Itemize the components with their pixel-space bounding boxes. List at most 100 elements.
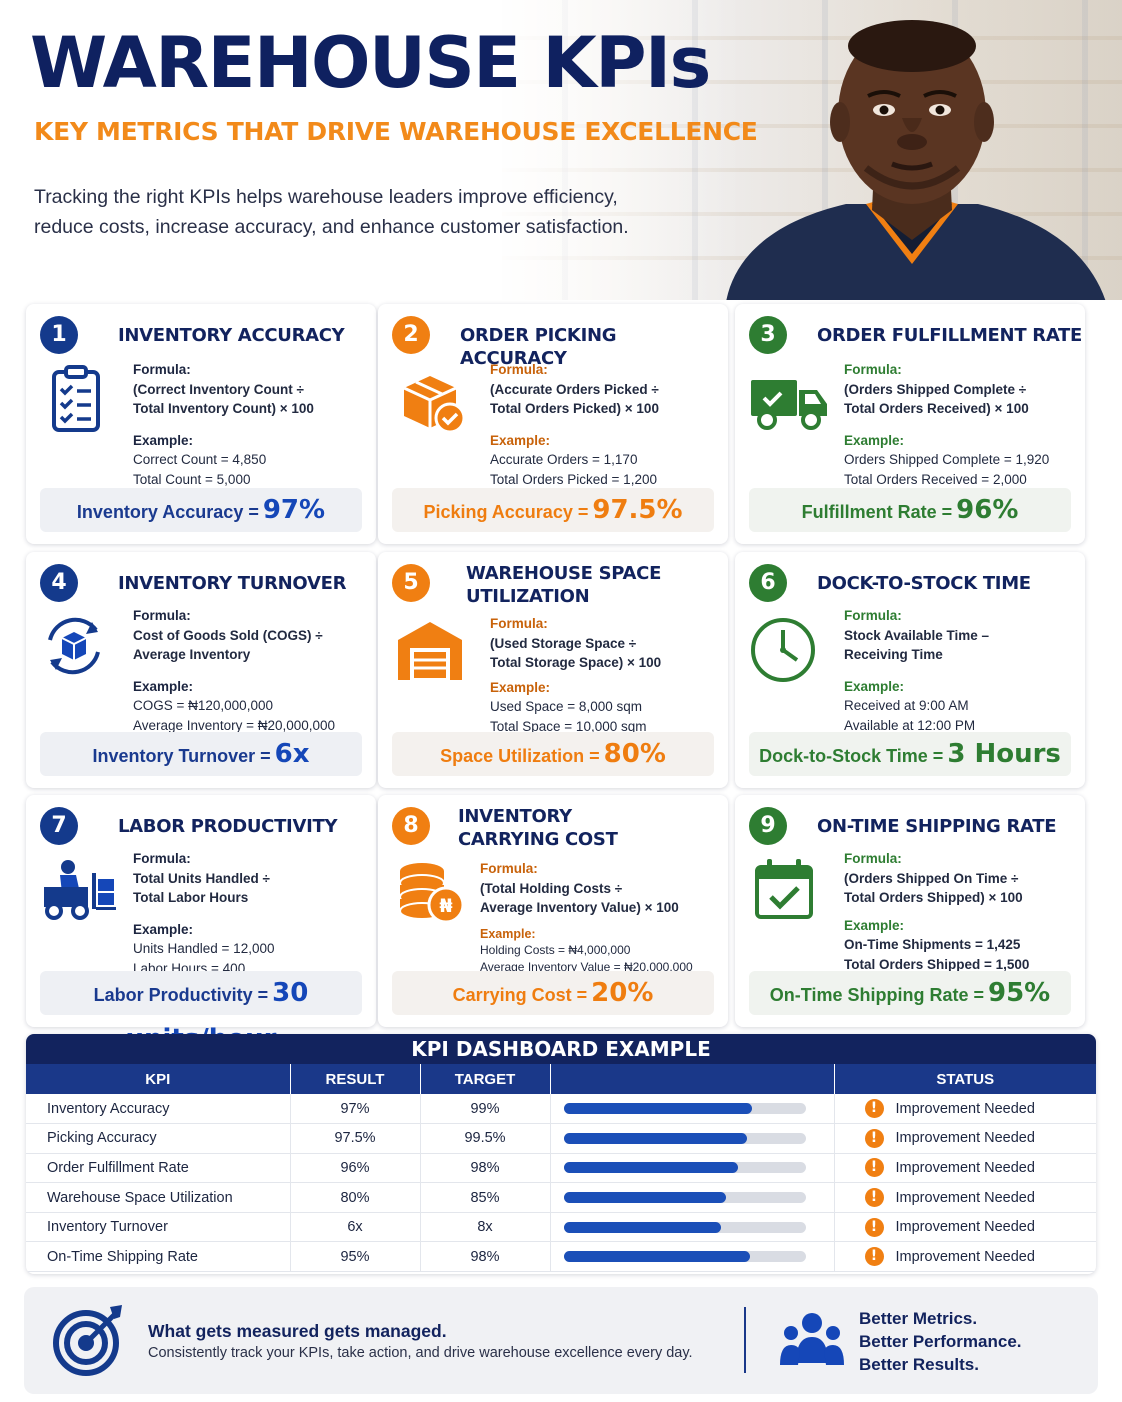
card-number-badge: 2	[392, 316, 430, 354]
card-title: INVENTORY CARRYING COST	[458, 806, 618, 850]
status-text: Improvement Needed	[895, 1189, 1035, 1206]
card-title: ORDER FULFILLMENT RATE	[817, 325, 1083, 346]
kpi-card-labor-productivity: 7 LABOR PRODUCTIVITY Formula: Total Unit…	[26, 795, 376, 1054]
card-title: INVENTORY TURNOVER	[118, 573, 347, 594]
cell-progress	[550, 1153, 835, 1184]
card-number-badge: 4	[40, 564, 78, 602]
card-result: Picking Accuracy = 97.5%	[392, 488, 714, 532]
cell-target: 85%	[420, 1182, 551, 1213]
card-result: Carrying Cost = 20%	[392, 971, 714, 1015]
svg-text:₦: ₦	[439, 895, 452, 917]
card-number-badge: 9	[749, 807, 787, 845]
card-result: On-Time Shipping Rate = 95%	[749, 971, 1071, 1015]
page-title: WAREHOUSE KPIs	[30, 22, 711, 104]
cell-result: 95%	[290, 1241, 421, 1273]
cell-progress	[550, 1212, 835, 1243]
table-row: Inventory Turnover 6x 8x! Improvement Neede…	[26, 1212, 1096, 1243]
card-body: Formula: Stock Available Time – Receivin…	[844, 608, 990, 733]
cell-status: ! Improvement Needed	[834, 1153, 1096, 1184]
target-arrow-icon	[53, 1305, 122, 1376]
cell-result: 80%	[290, 1182, 421, 1213]
status-text: Improvement Needed	[895, 1130, 1035, 1147]
cell-target: 98%	[420, 1153, 551, 1184]
progress-bar-track	[563, 1162, 806, 1174]
column-header-status: STATUS	[834, 1064, 1096, 1094]
table-row: Order Fulfillment Rate 96% 98%! Improvement…	[26, 1153, 1096, 1184]
card-number-badge: 5	[392, 564, 430, 602]
cell-progress	[550, 1094, 835, 1125]
kpi-card-warehouse-space-utilization: 5 WAREHOUSE SPACE UTILIZATION Formula: (…	[378, 552, 728, 788]
progress-bar-track	[563, 1192, 806, 1204]
warning-icon: !	[864, 1128, 884, 1148]
progress-bar-fill	[563, 1192, 726, 1204]
cell-kpi: Inventory Turnover	[26, 1212, 291, 1243]
table-row: Inventory Accuracy 97% 99%! Improvement Nee…	[26, 1094, 1096, 1125]
status-text: Improvement Needed	[895, 1159, 1035, 1176]
progress-bar-track	[563, 1103, 806, 1115]
dashboard-table: KPI RESULT TARGET STATUS Inventory Accur…	[26, 1064, 1096, 1273]
box-cycle-icon	[48, 617, 100, 675]
clock-icon	[751, 618, 815, 682]
cell-result: 96%	[290, 1153, 421, 1184]
warning-icon: !	[864, 1188, 884, 1208]
card-title: LABOR PRODUCTIVITY	[118, 816, 338, 837]
status-text: Improvement Needed	[895, 1219, 1035, 1236]
cell-result: 97%	[290, 1094, 421, 1125]
clipboard-checklist-icon	[52, 365, 100, 432]
forklift-worker-icon	[44, 860, 116, 920]
column-header-kpi: KPI	[26, 1064, 291, 1094]
card-result: Space Utilization = 80%	[392, 732, 714, 776]
kpi-card-on-time-shipping-rate: 9 ON-TIME SHIPPING RATE Formula: (Orders…	[735, 795, 1085, 1027]
calendar-check-icon	[755, 859, 813, 919]
kpi-card-order-fulfillment-rate: 3 ORDER FULFILLMENT RATE Formula: (Order…	[735, 304, 1085, 544]
card-body: Formula: (Used Storage Space ÷ Total Sto…	[490, 616, 662, 734]
card-body: Formula: (Total Holding Costs ÷ Average …	[480, 861, 693, 974]
status-text: Improvement Needed	[895, 1248, 1035, 1265]
cell-progress	[550, 1241, 835, 1273]
column-header-progress	[550, 1064, 835, 1094]
table-row: On-Time Shipping Rate 95% 98%! Improvement …	[26, 1241, 1096, 1273]
dashboard-title: KPI DASHBOARD EXAMPLE	[26, 1034, 1096, 1064]
card-body: Formula: (Accurate Orders Picked ÷ Total…	[490, 362, 659, 487]
cell-kpi: Inventory Accuracy	[26, 1094, 291, 1125]
card-title: WAREHOUSE SPACE UTILIZATION	[466, 563, 662, 607]
kpi-card-inventory-turnover: 4 INVENTORY TURNOVER Formula: Cost of Go…	[26, 552, 376, 788]
card-body: Formula: (Orders Shipped Complete ÷ Tota…	[844, 362, 1050, 487]
warehouse-icon	[398, 622, 462, 680]
cell-status: ! Improvement Needed	[834, 1182, 1096, 1213]
kpi-card-inventory-carrying-cost: 8 INVENTORY CARRYING COST ₦ Formula: (To…	[378, 795, 728, 1027]
card-body: Formula: Cost of Goods Sold (COGS) ÷ Ave…	[133, 608, 336, 733]
footer-divider	[744, 1307, 746, 1373]
card-result: Fulfillment Rate = 96%	[749, 488, 1071, 532]
box-check-icon	[403, 376, 466, 434]
cell-progress	[550, 1123, 835, 1154]
warning-icon: !	[864, 1247, 884, 1267]
cell-kpi: On-Time Shipping Rate	[26, 1241, 291, 1273]
card-title: DOCK-TO-STOCK TIME	[817, 573, 1031, 594]
card-number-badge: 7	[40, 807, 78, 845]
cell-progress	[550, 1182, 835, 1213]
table-header-row: KPI RESULT TARGET STATUS	[26, 1064, 1096, 1094]
table-row: Picking Accuracy 97.5% 99.5%! Improvement N…	[26, 1123, 1096, 1154]
footer-banner: What gets measured gets managed. Consist…	[24, 1287, 1098, 1394]
card-result: Inventory Accuracy = 97%	[40, 488, 362, 532]
progress-bar-fill	[563, 1162, 738, 1174]
card-body: Formula: (Correct Inventory Count ÷ Tota…	[133, 362, 314, 487]
team-icon	[780, 1313, 844, 1365]
progress-bar-track	[563, 1132, 806, 1144]
progress-bar-fill	[563, 1251, 750, 1263]
page-subtitle: KEY METRICS THAT DRIVE WAREHOUSE EXCELLE…	[34, 117, 758, 146]
kpi-card-dock-to-stock-time: 6 DOCK-TO-STOCK TIME Formula: Stock Avai…	[735, 552, 1085, 788]
footer-tagline: Better Metrics. Better Performance. Bett…	[859, 1309, 1022, 1374]
column-header-result: RESULT	[290, 1064, 421, 1094]
cell-target: 99%	[420, 1094, 551, 1125]
kpi-dashboard: KPI DASHBOARD EXAMPLE KPI RESULT TARGET …	[26, 1034, 1096, 1274]
warning-icon: !	[864, 1217, 884, 1237]
warning-icon: !	[864, 1158, 884, 1178]
kpi-card-inventory-accuracy: 1 INVENTORY ACCURACY Formula: (Correct I…	[26, 304, 376, 544]
progress-bar-fill	[563, 1132, 748, 1144]
card-number-badge: 8	[392, 807, 430, 845]
cell-kpi: Warehouse Space Utilization	[26, 1182, 291, 1213]
column-header-target: TARGET	[420, 1064, 551, 1094]
card-title: ORDER PICKING ACCURACY	[460, 325, 617, 369]
